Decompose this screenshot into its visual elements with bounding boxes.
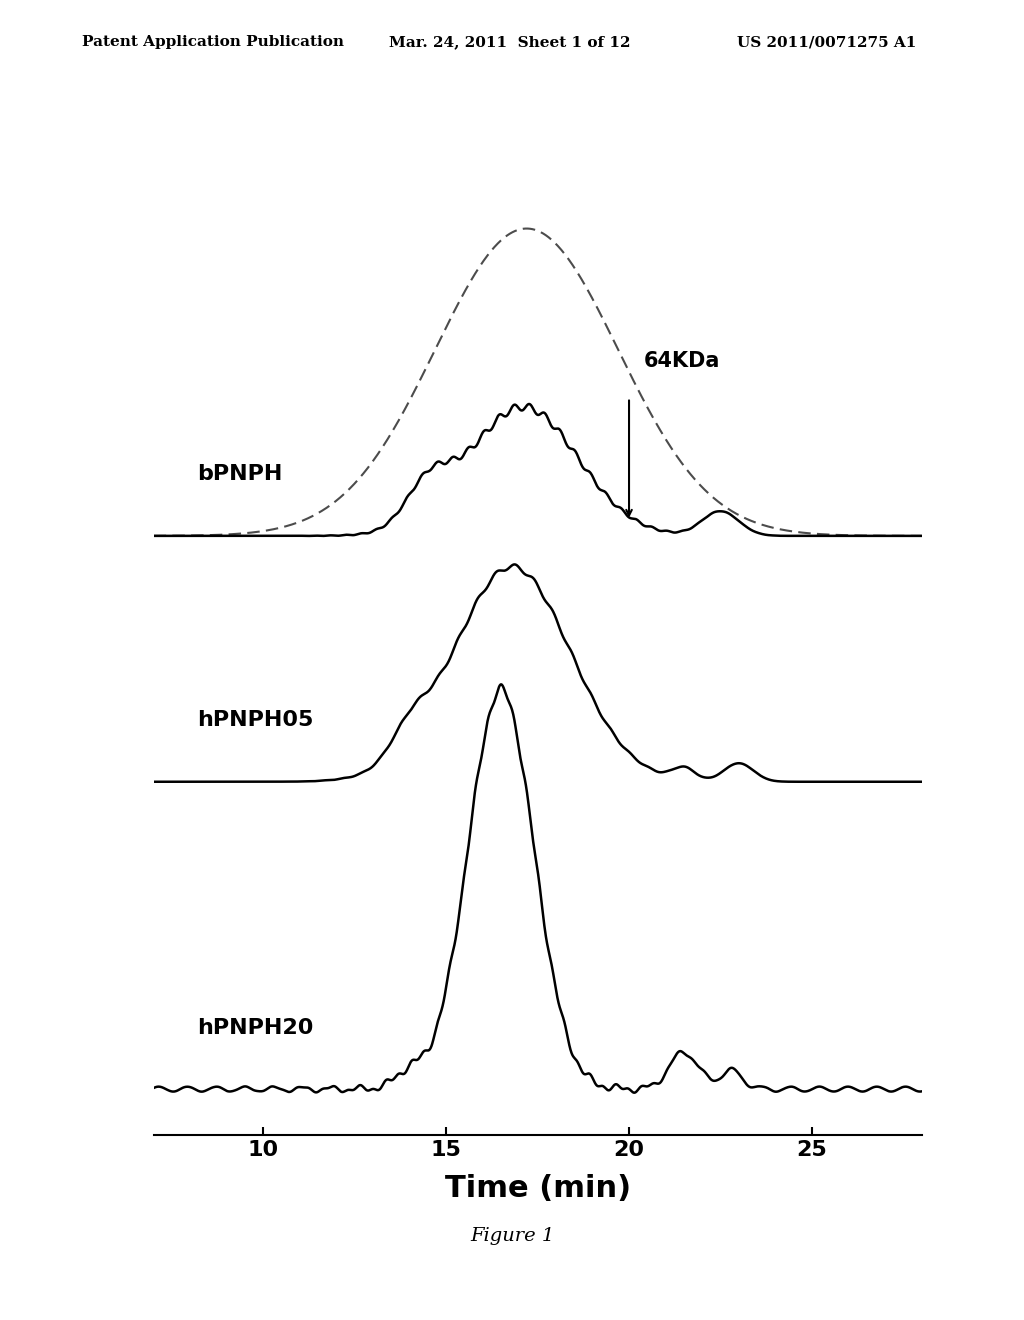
Text: Patent Application Publication: Patent Application Publication xyxy=(82,36,344,49)
Text: hPNPH05: hPNPH05 xyxy=(198,710,314,730)
Text: hPNPH20: hPNPH20 xyxy=(198,1018,314,1038)
Text: 64KDa: 64KDa xyxy=(644,351,720,371)
Text: US 2011/0071275 A1: US 2011/0071275 A1 xyxy=(737,36,916,49)
Text: bPNPH: bPNPH xyxy=(198,465,283,484)
Text: Figure 1: Figure 1 xyxy=(470,1226,554,1245)
Text: Mar. 24, 2011  Sheet 1 of 12: Mar. 24, 2011 Sheet 1 of 12 xyxy=(389,36,631,49)
X-axis label: Time (min): Time (min) xyxy=(444,1173,631,1203)
